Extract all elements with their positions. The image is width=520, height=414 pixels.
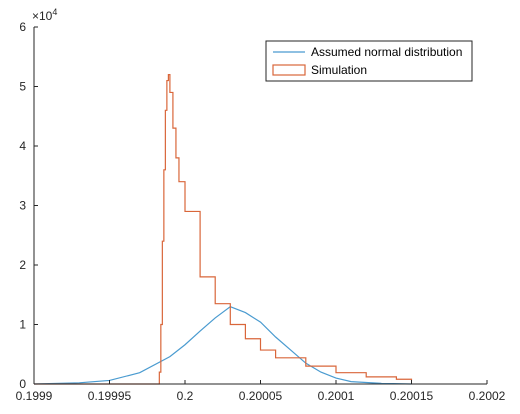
x-tick-label: 0.1999 — [16, 389, 53, 403]
axes: 0.1999 0.19995 0.2 0.20005 0.2001 0.20015 0.20… — [16, 7, 506, 403]
x-tick-label: 0.20005 — [239, 389, 283, 403]
x-tick-label: 0.20015 — [390, 389, 434, 403]
y-tick-label: 3 — [19, 199, 26, 213]
y-tick-label: 5 — [19, 80, 26, 94]
y-tick-label: 2 — [19, 258, 26, 272]
y-axis-exponent-base: ×10 — [32, 9, 53, 23]
legend-label-1: Assumed normal distribution — [311, 45, 462, 59]
series-line-1 — [33, 305, 412, 385]
legend: Assumed normal distribution Simulation — [265, 40, 473, 82]
legend-swatch-2 — [272, 64, 306, 76]
x-tick-label: 0.19995 — [88, 389, 132, 403]
series-line-2 — [34, 74, 413, 385]
legend-label-2: Simulation — [311, 63, 367, 77]
y-tick-label: 0 — [19, 377, 26, 391]
x-tick-label: 0.2001 — [318, 389, 355, 403]
y-axis-exponent-power: 4 — [52, 7, 57, 17]
x-tick-label: 0.2002 — [469, 389, 506, 403]
x-tick-label: 0.2 — [177, 389, 194, 403]
y-tick-label: 6 — [19, 20, 26, 34]
y-tick-label: 1 — [19, 318, 26, 332]
y-axis-exponent: ×104 — [32, 7, 57, 23]
y-tick-label: 4 — [19, 139, 26, 153]
plot-area: 0.1999 0.19995 0.2 0.20005 0.2001 0.20015 0.20… — [16, 7, 506, 403]
series-layer — [33, 74, 413, 385]
